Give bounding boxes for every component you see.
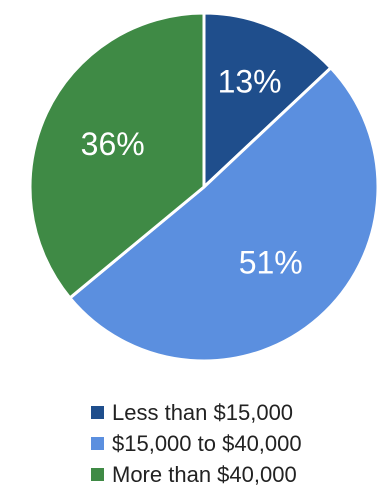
chart-legend: Less than $15,000 $15,000 to $40,000 Mor… bbox=[91, 397, 302, 490]
pie-slice-15000-to-40000 bbox=[68, 66, 380, 363]
data-label-more-than-40000: 36% bbox=[81, 126, 145, 162]
pie-slice-more-than-40000 bbox=[28, 11, 206, 300]
legend-swatch-15000-to-40000 bbox=[91, 437, 104, 450]
legend-item-more-than-40000: More than $40,000 bbox=[91, 459, 302, 490]
legend-item-15000-to-40000: $15,000 to $40,000 bbox=[91, 428, 302, 459]
data-label-15000-to-40000: 51% bbox=[239, 245, 303, 281]
legend-label-15000-to-40000: $15,000 to $40,000 bbox=[112, 430, 302, 456]
legend-item-less-than-15000: Less than $15,000 bbox=[91, 397, 302, 428]
legend-swatch-less-than-15000 bbox=[91, 406, 104, 419]
pie-slice-less-than-15000 bbox=[202, 11, 333, 189]
legend-swatch-more-than-40000 bbox=[91, 468, 104, 481]
data-label-less-than-15000: 13% bbox=[218, 64, 282, 100]
legend-label-more-than-40000: More than $40,000 bbox=[112, 461, 297, 487]
legend-label-less-than-15000: Less than $15,000 bbox=[112, 399, 294, 425]
pie-chart-plot: 13% 51% 36% bbox=[28, 11, 380, 363]
